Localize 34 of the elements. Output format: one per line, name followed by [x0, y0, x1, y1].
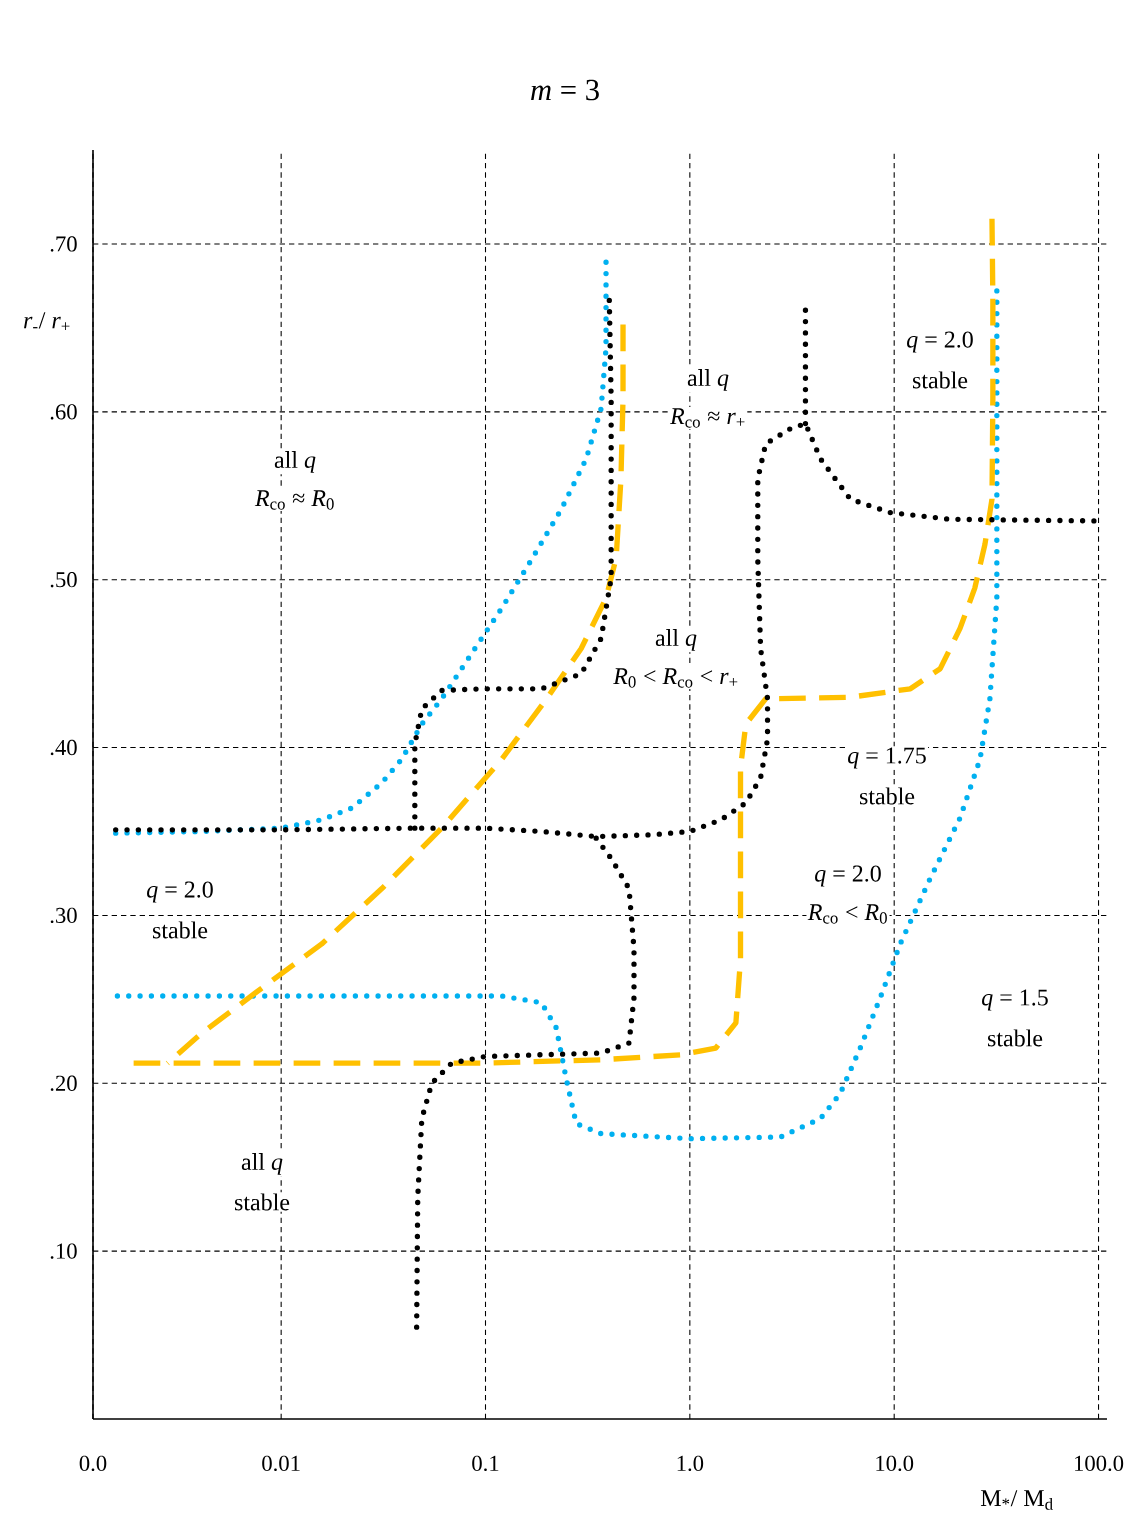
annotation: all q — [687, 369, 729, 391]
annotation: stable — [152, 921, 207, 939]
y-tick-label: .60 — [50, 404, 77, 420]
annotation: stable — [859, 787, 914, 805]
annotation: q = 1.75 — [847, 747, 926, 769]
x-tick-label: 1.0 — [677, 1455, 703, 1472]
annotation: q = 2.0 — [814, 865, 881, 887]
annotation: q = 2.0 — [146, 881, 213, 903]
x-tick-label: 0.01 — [261, 1455, 300, 1472]
annotation: R$_{0}$ < R$_{co}$ < r$_{+}$ — [612, 668, 738, 688]
y-tick-label: .50 — [50, 572, 77, 588]
x-axis-title: M$_{*}$/ M$_{d}$ — [980, 1490, 1053, 1510]
annotation: q = 2.0 — [906, 331, 973, 353]
annotation: all q — [274, 451, 316, 473]
y-tick-label: .10 — [50, 1243, 77, 1259]
annotation: stable — [234, 1193, 289, 1211]
annotation: all q — [241, 1153, 283, 1175]
annotation: R$_{co}$ ≈ R$_{0}$ — [254, 490, 334, 510]
y-tick-label: .20 — [50, 1075, 77, 1091]
x-tick-label: 10.0 — [876, 1455, 913, 1472]
y-axis-title: r$_{-}$/ r$_{+}$ — [23, 312, 70, 330]
annotation: stable — [987, 1029, 1042, 1047]
y-tick-label: .40 — [50, 739, 77, 756]
annotation: q = 1.5 — [981, 989, 1048, 1011]
annotation: all q — [655, 629, 697, 651]
annotation: stable — [912, 371, 967, 389]
x-tick-label: 100.0 — [1074, 1455, 1123, 1472]
y-tick-label: .70 — [50, 236, 77, 252]
x-tick-label: 0.1 — [471, 1455, 499, 1472]
x-tick-label: 0.0 — [79, 1455, 107, 1472]
chart-title: m = 3 — [530, 79, 599, 101]
annotation: R$_{co}$ < R$_{0}$ — [807, 904, 887, 924]
y-tick-label: .30 — [50, 907, 77, 924]
annotation: R$_{co}$ ≈ r$_{+}$ — [669, 408, 745, 428]
